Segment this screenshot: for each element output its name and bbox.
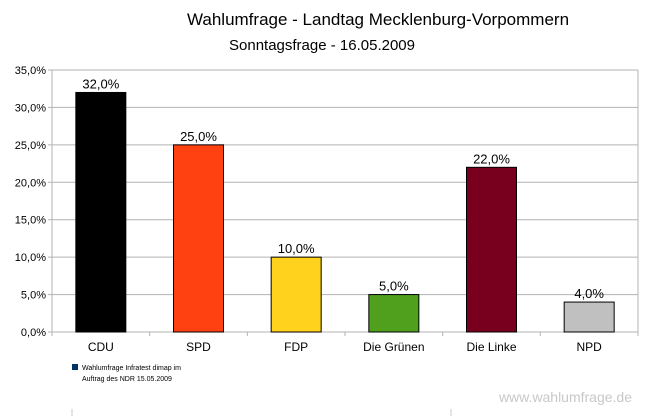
bar-0 bbox=[75, 91, 127, 333]
x-category-label: CDU bbox=[88, 340, 114, 354]
legend: Wahlumfrage Infratest dimap im Auftrag d… bbox=[72, 364, 181, 383]
y-axis-ticks: 0,0% 5,0% 10,0% 15,0% 20,0% 25,0% 30,0% 35,0% bbox=[15, 65, 46, 339]
y-tick-label: 35,0% bbox=[15, 65, 46, 77]
legend-line-1: Wahlumfrage Infratest dimap im bbox=[82, 365, 181, 372]
data-label: 32,0% bbox=[82, 76, 119, 91]
y-tick-label: 0,0% bbox=[21, 327, 46, 339]
bar-1 bbox=[173, 144, 224, 333]
bars bbox=[75, 91, 615, 333]
bar-4 bbox=[466, 166, 517, 333]
x-category-label: Die Linke bbox=[466, 340, 516, 354]
x-category-label: SPD bbox=[186, 340, 211, 354]
x-category-label: Die Grünen bbox=[363, 340, 424, 354]
y-tick-label: 15,0% bbox=[15, 215, 46, 227]
y-tick-label: 5,0% bbox=[21, 290, 46, 302]
watermark-text: www.wahlumfrage.de bbox=[498, 389, 632, 405]
data-label: 22,0% bbox=[473, 151, 510, 166]
x-category-label: FDP bbox=[284, 340, 308, 354]
y-tick-label: 10,0% bbox=[15, 252, 46, 264]
data-label: 5,0% bbox=[379, 279, 409, 294]
bar-2 bbox=[270, 256, 322, 333]
bar-3 bbox=[368, 294, 420, 333]
chart-subtitle: Sonntagsfrage - 16.05.2009 bbox=[229, 37, 415, 54]
data-labels: 32,0% 25,0% 10,0% 5,0% 22,0% 4,0% bbox=[82, 76, 604, 301]
y-tick-label: 20,0% bbox=[15, 177, 46, 189]
bar-5 bbox=[563, 301, 615, 333]
data-label: 10,0% bbox=[278, 241, 315, 256]
legend-line-2: Auftrag des NDR 15.05.2009 bbox=[82, 376, 172, 383]
x-category-label: NPD bbox=[576, 340, 602, 354]
y-tick-label: 25,0% bbox=[15, 140, 46, 152]
data-label: 25,0% bbox=[180, 129, 217, 144]
y-tick-label: 30,0% bbox=[15, 102, 46, 114]
data-label: 4,0% bbox=[574, 286, 604, 301]
grid-lines bbox=[48, 69, 639, 333]
chart-title: Wahlumfrage - Landtag Mecklenburg-Vorpom… bbox=[187, 10, 569, 29]
x-axis-categories: CDU SPD FDP Die Grünen Die Linke NPD bbox=[51, 332, 639, 354]
legend-swatch bbox=[72, 364, 78, 370]
